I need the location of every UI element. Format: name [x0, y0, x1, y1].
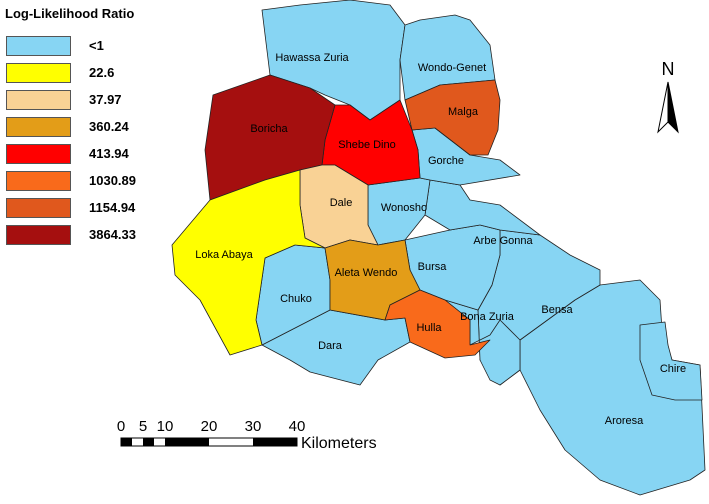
label-wondo-genet: Wondo-Genet: [418, 62, 486, 74]
region-chire[interactable]: [639, 321, 703, 401]
region-loka-abaya[interactable]: [171, 169, 326, 356]
scale-tick-label: 0: [117, 418, 125, 435]
label-hawassa-zuria: Hawassa Zuria: [275, 52, 349, 64]
label-dale: Dale: [330, 197, 353, 209]
label-loka-abaya: Loka Abaya: [195, 249, 253, 261]
legend-label: 413.94: [89, 146, 129, 161]
region-malga[interactable]: [404, 79, 501, 156]
scale-tick-label: 5: [139, 418, 147, 435]
region-hulla[interactable]: [384, 289, 491, 359]
legend-label: 1030.89: [89, 173, 136, 188]
label-chuko: Chuko: [280, 293, 312, 305]
legend-title: Log-Likelihood Ratio: [5, 6, 135, 21]
scale-tick-label: 20: [201, 418, 218, 435]
label-shebe-dino: Shebe Dino: [338, 139, 396, 151]
legend-swatch: [6, 36, 71, 56]
legend-label: 1154.94: [89, 200, 136, 215]
label-chire: Chire: [660, 363, 686, 375]
scale-tick-label: 30: [245, 418, 262, 435]
label-wonosho: Wonosho: [381, 202, 427, 214]
legend-label: 22.6: [89, 65, 115, 80]
legend-swatch: [6, 90, 71, 110]
region-arbe-gonna[interactable]: [424, 179, 541, 236]
scale-unit-label: Kilometers: [301, 435, 377, 452]
north-letter: N: [662, 59, 675, 79]
label-bursa: Bursa: [418, 261, 448, 273]
legend-swatch: [6, 117, 71, 137]
label-bona-zuria: Bona Zuria: [460, 311, 515, 323]
legend-swatch: [6, 144, 71, 164]
scale-tick-label: 40: [289, 418, 306, 435]
legend-label: <1: [89, 38, 104, 53]
label-malga: Malga: [448, 106, 479, 118]
scale-tick-label: 10: [157, 418, 174, 435]
legend-swatch: [6, 225, 71, 245]
label-dara: Dara: [318, 340, 343, 352]
legend-swatch: [6, 198, 71, 218]
label-aleta-wendo: Aleta Wendo: [335, 267, 398, 279]
label-bensa: Bensa: [541, 304, 573, 316]
label-hulla: Hulla: [416, 322, 442, 334]
label-aroresa: Aroresa: [605, 415, 644, 427]
legend-swatch: [6, 171, 71, 191]
legend-label: 3864.33: [89, 227, 136, 242]
legend-label: 37.97: [89, 92, 122, 107]
label-gorche: Gorche: [428, 155, 464, 167]
legend-swatch: [6, 63, 71, 83]
north-arrow-icon: N: [657, 59, 679, 134]
label-boricha: Boricha: [250, 123, 288, 135]
legend-label: 360.24: [89, 119, 129, 134]
scale-bar: 0 5 10 20 30 40 Kilometers: [117, 418, 377, 452]
label-arbe-gonna: Arbe Gonna: [473, 235, 533, 247]
